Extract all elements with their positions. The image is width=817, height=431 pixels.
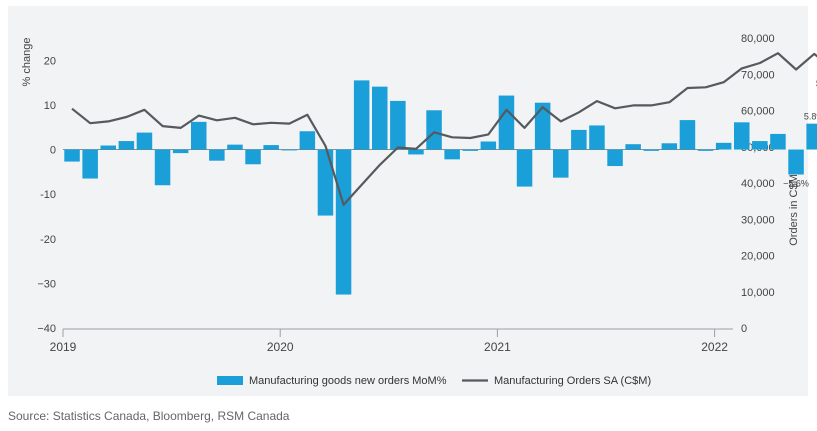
legend-label: Manufacturing goods new orders MoM% xyxy=(249,375,447,387)
bar xyxy=(154,149,171,186)
legend-layer: Manufacturing goods new orders MoM% Manuf… xyxy=(217,375,651,387)
left-tick-label: -10 xyxy=(40,189,56,201)
bar xyxy=(643,149,659,151)
left-axis-title: % change xyxy=(21,38,33,87)
data-label: 5.8% xyxy=(804,112,817,122)
bar xyxy=(661,143,678,150)
left-tick-label: 20 xyxy=(44,55,56,67)
data-label: $71,632 xyxy=(816,78,817,88)
left-tick-label: −40 xyxy=(37,323,56,335)
bar xyxy=(299,131,316,150)
bar xyxy=(227,144,243,150)
bar xyxy=(82,149,98,179)
bar xyxy=(444,149,460,160)
data-label: −5.6% xyxy=(783,179,809,189)
bar xyxy=(607,149,623,167)
bars-layer xyxy=(64,80,817,295)
bar xyxy=(462,149,478,151)
right-tick-label: 40,000 xyxy=(741,178,775,190)
bar xyxy=(263,145,279,150)
axes-layer: 20100-10-20−30−4080,00070,00060,00050,00… xyxy=(21,33,800,354)
bar xyxy=(191,121,207,150)
bar xyxy=(426,110,442,150)
right-axis-title: Orders in C$M xyxy=(788,174,800,246)
bar xyxy=(498,95,515,150)
left-tick-label: 0 xyxy=(50,145,56,157)
right-tick-label: 70,000 xyxy=(741,69,775,81)
left-tick-label: -20 xyxy=(40,234,56,246)
bar xyxy=(697,149,714,151)
x-tick-label: 2022 xyxy=(701,340,728,354)
left-tick-label: 10 xyxy=(44,100,56,112)
line-layer xyxy=(71,52,817,206)
labels-layer: $71,6325.8%−5.6%−5.3% xyxy=(783,78,817,188)
x-tick-label: 2021 xyxy=(484,340,511,354)
bar xyxy=(715,142,732,150)
bar xyxy=(752,141,768,150)
chart-panel xyxy=(8,6,808,396)
bar xyxy=(118,141,135,150)
bar xyxy=(335,149,352,295)
bar xyxy=(353,80,370,150)
source-note: Source: Statistics Canada, Bloomberg, RS… xyxy=(8,409,290,423)
right-tick-label: 80,000 xyxy=(741,33,775,45)
chart: 20100-10-20−30−4080,00070,00060,00050,00… xyxy=(21,33,817,387)
bar xyxy=(136,132,153,150)
bar xyxy=(788,149,804,175)
left-tick-label: −30 xyxy=(37,278,56,290)
bar xyxy=(245,149,261,165)
bar xyxy=(625,144,641,150)
bar xyxy=(571,129,587,150)
bar xyxy=(209,149,225,161)
x-tick-label: 2020 xyxy=(267,340,294,354)
bar xyxy=(589,125,605,150)
right-tick-label: 30,000 xyxy=(741,214,775,226)
bar xyxy=(806,123,817,150)
x-tick-label: 2019 xyxy=(50,340,77,354)
right-tick-label: 60,000 xyxy=(741,106,775,118)
right-tick-label: 20,000 xyxy=(741,251,775,263)
bar xyxy=(408,149,424,155)
bar xyxy=(390,100,406,150)
bar xyxy=(100,145,116,150)
bar xyxy=(679,120,696,150)
bar xyxy=(480,141,497,150)
bar xyxy=(534,102,551,150)
bar xyxy=(372,86,388,150)
legend-swatch-bars xyxy=(217,376,243,385)
bar xyxy=(770,133,786,150)
bar xyxy=(734,122,750,150)
legend-label: Manufacturing Orders SA (C$M) xyxy=(494,375,651,387)
right-tick-label: 10,000 xyxy=(741,287,775,299)
right-tick-label: 0 xyxy=(741,323,747,335)
orders-line xyxy=(71,52,817,206)
bar xyxy=(553,149,569,178)
bar xyxy=(281,149,297,151)
bar xyxy=(64,149,80,162)
bar xyxy=(516,149,533,187)
bar xyxy=(317,149,334,216)
bar xyxy=(172,149,189,154)
